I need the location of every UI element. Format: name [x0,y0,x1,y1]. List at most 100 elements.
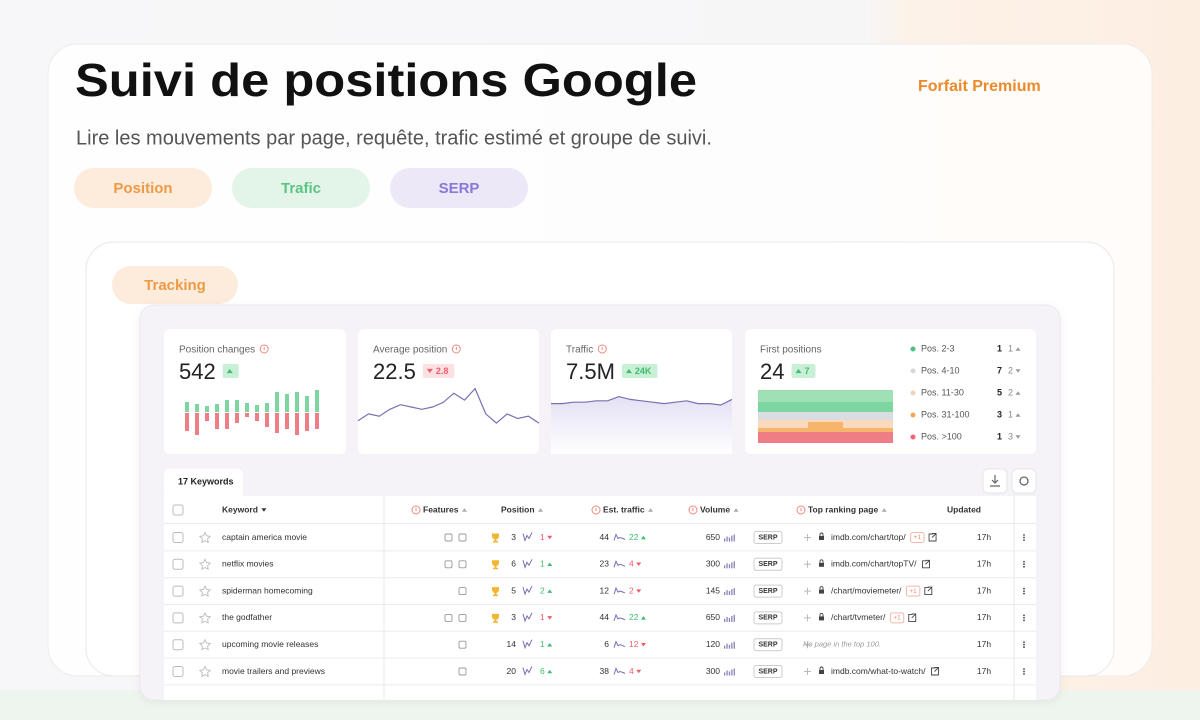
checkbox[interactable] [172,585,184,597]
star-icon[interactable] [198,585,212,597]
row-menu-dot[interactable] [1023,614,1025,617]
position-sparkline [522,559,533,569]
row-menu-dot[interactable] [1023,590,1025,592]
bar-up [235,400,239,412]
arrow-up [547,562,553,567]
arrow-up [538,508,544,512]
arrow-up [547,669,553,674]
plan-badge: Forfait Premium [918,78,1041,95]
row-menu-dot[interactable] [1023,619,1025,622]
serp-button[interactable] [753,557,783,571]
info-icon [259,344,269,354]
checkbox[interactable] [172,666,184,677]
arrow-down [1015,435,1021,439]
volume: 120 [706,639,720,649]
serp-button[interactable] [753,611,783,625]
tab-pill[interactable] [74,168,212,208]
row-menu-dot[interactable] [1023,565,1025,568]
volume-bar-icon [726,590,728,596]
add-icon[interactable] [804,534,811,541]
arrow-up [733,508,739,512]
arrow-down [261,508,267,512]
traffic-change: 2 [629,585,634,595]
checkbox[interactable] [172,558,184,570]
row-menu-dot[interactable] [1023,641,1025,644]
row-menu-dot[interactable] [1023,536,1025,539]
bar-down [285,413,289,429]
updated: 17h [977,666,991,676]
external-link-icon[interactable] [924,586,933,596]
row-menu-dot[interactable] [1023,563,1025,566]
extra-pages-label: +1 [914,534,922,541]
table-tab-label: 17 Keywords [178,476,234,486]
bar-down [205,413,209,421]
volume: 145 [706,585,720,595]
checkbox[interactable] [172,639,184,651]
volume-bar-icon [724,565,726,569]
row-menu-dot[interactable] [1023,534,1025,536]
serp-button[interactable] [753,531,783,544]
star-icon[interactable] [198,531,212,544]
position-sparkline [522,532,533,543]
stacked-band [758,402,893,412]
row-menu-dot[interactable] [1023,670,1025,673]
table-tab[interactable] [164,469,243,499]
external-link-icon[interactable] [928,533,937,542]
serp-button[interactable] [753,665,783,678]
trophy-icon [492,587,499,597]
row-menu-dot[interactable] [1023,673,1025,675]
tab-pill[interactable] [390,168,528,208]
stat-label: Position changes [179,345,255,356]
volume-bar-icon [733,561,735,569]
no-page-note: No page in the top 100. [803,640,881,649]
bar-up [195,404,199,412]
row-menu-dot[interactable] [1023,646,1025,649]
serp-button[interactable] [753,584,783,598]
row-menu-dot[interactable] [1023,587,1025,590]
volume-bar-icon [728,644,731,649]
legend-count: 5 [997,387,1002,397]
row-menu-dot[interactable] [1023,617,1025,619]
star-icon[interactable] [198,558,212,571]
row-menu-dot[interactable] [1023,560,1025,563]
external-link-icon[interactable] [931,667,939,676]
add-icon[interactable] [804,641,811,649]
add-icon[interactable] [804,614,811,622]
add-icon[interactable] [804,668,811,675]
serp-label: SERP [758,534,777,541]
change-badge [422,364,455,378]
traffic-sparkline [613,533,626,541]
external-link-icon[interactable] [922,559,930,569]
lock-icon [819,616,824,621]
lock-icon [819,559,824,563]
column-header: Volume [700,504,730,514]
tab-label[interactable]: Trafic [281,180,321,197]
row-menu-dot[interactable] [1023,539,1025,541]
est-traffic: 44 [600,612,610,622]
star-icon[interactable] [198,665,212,678]
traffic-change: 22 [629,532,639,542]
row-menu-dot[interactable] [1023,643,1025,646]
top-page-url: /chart/moviemeter/ [831,585,902,595]
volume-bar-icon [731,535,733,542]
star-icon[interactable] [198,611,212,624]
star-icon[interactable] [198,638,212,651]
row-menu-dot[interactable] [1023,592,1025,595]
feature-icon [458,640,467,649]
external-link-icon[interactable] [908,613,917,622]
volume-bar-icon [733,588,735,596]
arrow-up [648,508,654,512]
checkbox[interactable] [172,612,184,624]
stat-card [358,329,539,454]
settings-button[interactable] [1011,468,1037,494]
row-menu-dot[interactable] [1023,668,1025,670]
tab-pill[interactable] [232,168,370,208]
tab-label[interactable]: Position [113,180,172,197]
serp-button[interactable] [753,638,783,652]
column-header: Top ranking page [808,504,878,514]
checkbox[interactable] [172,504,184,516]
checkbox[interactable] [172,532,184,543]
tab-label[interactable]: SERP [439,180,480,197]
add-icon[interactable] [804,587,811,595]
add-icon[interactable] [804,560,811,568]
